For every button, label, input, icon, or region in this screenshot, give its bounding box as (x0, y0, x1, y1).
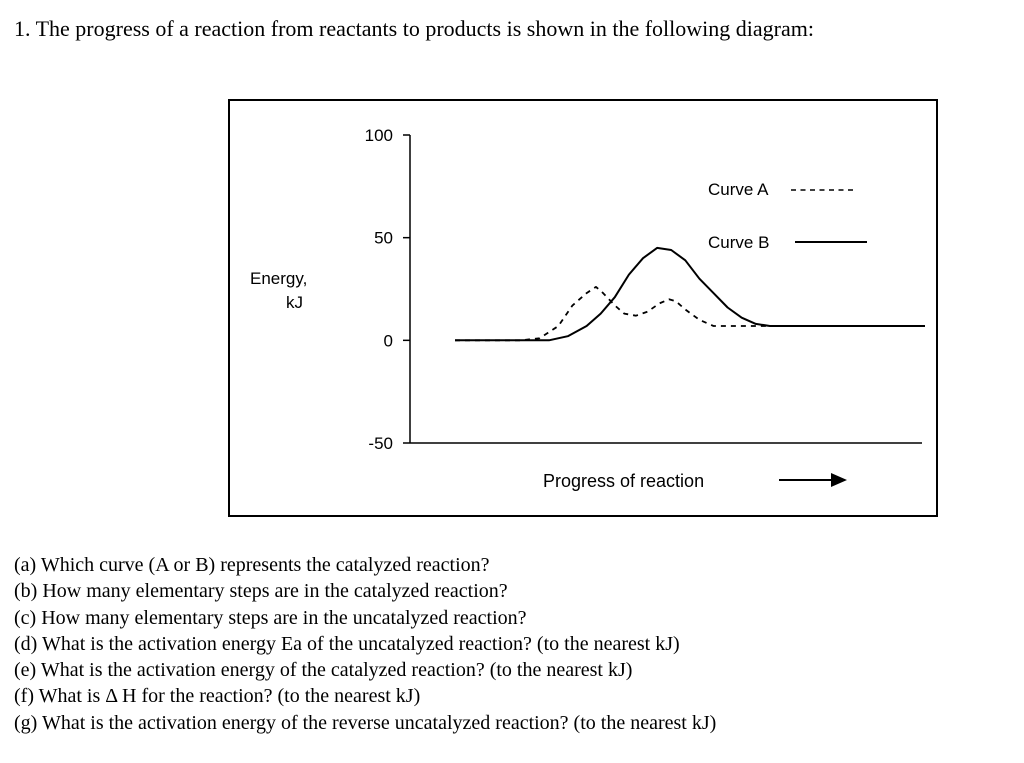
question-d: (d) What is the activation energy Ea of … (14, 632, 680, 655)
x-axis-arrow-head (831, 473, 847, 487)
series-group (455, 246, 925, 342)
question-g: (g) What is the activation energy of the… (14, 711, 717, 734)
x-axis-label: Progress of reaction (543, 471, 704, 491)
question-title: 1. The progress of a reaction from react… (14, 16, 814, 41)
y-tick-label: 50 (374, 229, 393, 248)
question-c: (c) How many elementary steps are in the… (14, 606, 527, 629)
y-tick-label: 100 (365, 126, 393, 145)
question-a: (a) Which curve (A or B) represents the … (14, 554, 490, 576)
energy-diagram-chart: 100 50 0 -50 Energy, kJ Progress of reactio… (250, 126, 925, 491)
question-list: (a) Which curve (A or B) represents the … (14, 552, 716, 736)
legend-label-curve-b: Curve B (708, 233, 769, 252)
legend-label-curve-a: Curve A (708, 180, 769, 199)
series-line-curve-b (455, 246, 925, 342)
question-e: (e) What is the activation energy of the… (14, 659, 633, 682)
y-axis-label-line2: kJ (286, 293, 303, 312)
chart-frame: 100 50 0 -50 Energy, kJ Progress of reactio… (228, 99, 938, 517)
question-b: (b) How many elementary steps are in the… (14, 580, 508, 603)
series-line-curve-a (455, 285, 925, 342)
question-f: (f) What is Δ H for the reaction? (to th… (14, 685, 421, 708)
y-ticks: 100 50 0 -50 (365, 126, 410, 453)
y-axis-label-line1: Energy, (250, 269, 307, 288)
y-tick-label: 0 (384, 331, 393, 350)
y-tick-label: -50 (368, 434, 393, 453)
